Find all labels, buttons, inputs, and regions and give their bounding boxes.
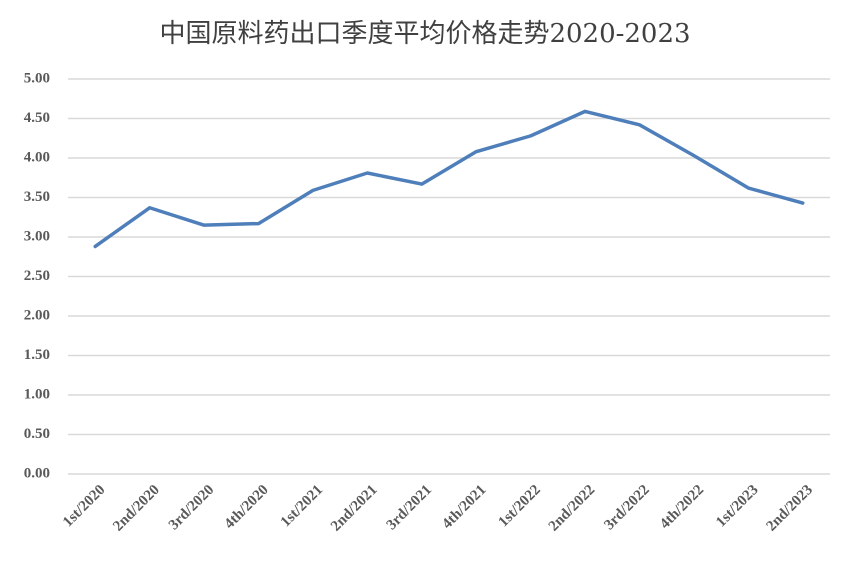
x-tick-label: 2nd/2023 <box>763 482 816 535</box>
y-tick-label: 3.00 <box>24 228 50 244</box>
chart-title: 中国原料药出口季度平均价格走势2020-2023 <box>159 19 690 49</box>
y-tick-label: 1.50 <box>24 347 50 363</box>
y-tick-label: 4.00 <box>24 149 50 165</box>
y-tick-label: 1.00 <box>24 386 50 402</box>
x-tick-label: 1st/2022 <box>495 482 543 530</box>
x-tick-label: 2nd/2020 <box>110 482 163 535</box>
y-tick-label: 0.00 <box>24 465 50 481</box>
y-tick-label: 3.50 <box>24 189 50 205</box>
x-tick-label: 4th/2021 <box>439 482 489 532</box>
x-tick-label: 4th/2022 <box>657 482 707 532</box>
y-tick-label: 0.50 <box>24 426 50 442</box>
x-tick-label: 2nd/2022 <box>546 482 599 535</box>
y-tick-label: 2.50 <box>24 268 50 284</box>
y-tick-label: 2.00 <box>24 307 50 323</box>
x-tick-label: 3rd/2021 <box>384 482 435 533</box>
x-tick-label: 1st/2020 <box>60 482 108 530</box>
x-tick-label: 1st/2021 <box>278 482 326 530</box>
y-tick-label: 5.00 <box>24 70 50 86</box>
x-tick-label: 2nd/2021 <box>328 482 381 535</box>
x-tick-label: 1st/2023 <box>713 482 761 530</box>
y-tick-label: 4.50 <box>24 110 50 126</box>
x-tick-label: 3rd/2022 <box>601 482 652 533</box>
x-tick-label: 4th/2020 <box>222 482 272 532</box>
data-line <box>93 109 805 249</box>
x-tick-label: 3rd/2020 <box>166 482 217 533</box>
